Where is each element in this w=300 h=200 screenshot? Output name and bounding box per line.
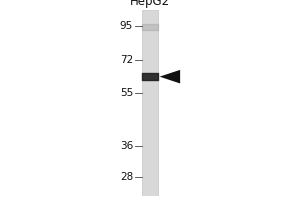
Text: 72: 72 <box>120 55 133 65</box>
Bar <box>142 10 158 196</box>
Polygon shape <box>160 70 180 83</box>
Text: 28: 28 <box>120 172 133 182</box>
Text: 55: 55 <box>120 88 133 98</box>
Text: HepG2: HepG2 <box>130 0 170 8</box>
Text: 95: 95 <box>120 21 133 31</box>
Text: 36: 36 <box>120 141 133 151</box>
